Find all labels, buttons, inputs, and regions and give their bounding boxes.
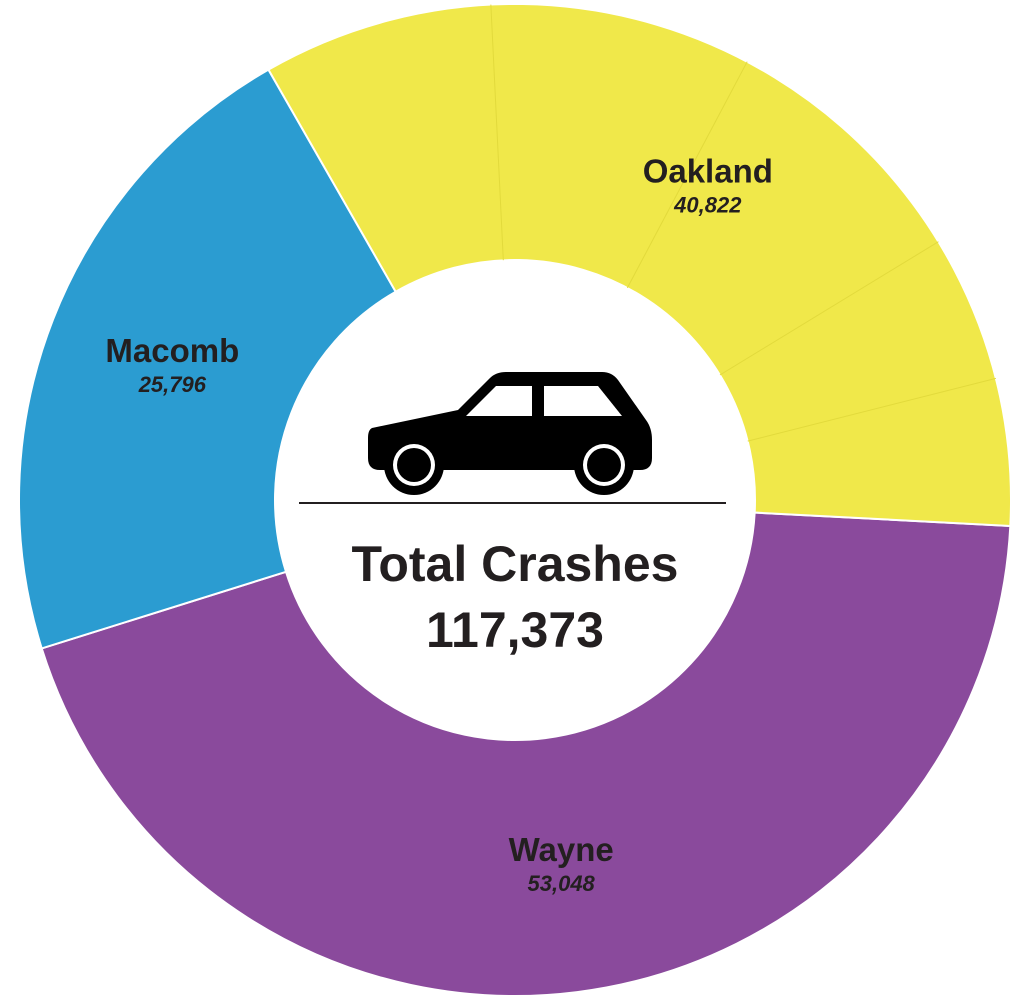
slice-value-macomb: 25,796 bbox=[138, 372, 207, 397]
oakland-segment-dividers bbox=[490, 4, 996, 442]
slice-label-macomb: Macomb bbox=[105, 332, 239, 369]
slice-labels-group: Wayne 53,048 Macomb 25,796 Oakland 40,822 bbox=[105, 153, 772, 897]
slice-value-oakland: 40,822 bbox=[673, 193, 742, 218]
oakland-divider-3 bbox=[719, 241, 939, 376]
car-icon bbox=[368, 372, 652, 495]
slice-label-wayne: Wayne bbox=[509, 831, 614, 868]
oakland-divider-2 bbox=[626, 61, 748, 289]
center-total: 117,373 bbox=[426, 602, 604, 658]
oakland-divider-4 bbox=[747, 377, 996, 442]
oakland-divider-1 bbox=[490, 4, 504, 261]
slice-label-oakland: Oakland bbox=[643, 153, 773, 190]
slice-value-wayne: 53,048 bbox=[528, 871, 596, 896]
donut-hole bbox=[275, 260, 755, 740]
center-title: Total Crashes bbox=[352, 536, 679, 592]
